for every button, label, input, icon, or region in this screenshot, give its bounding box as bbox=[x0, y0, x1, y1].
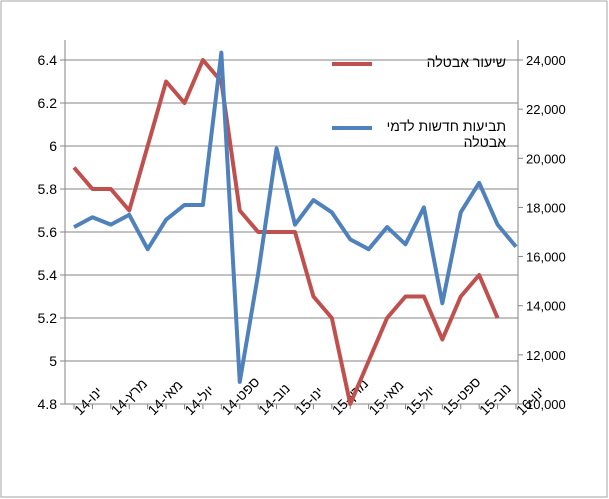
series-line bbox=[72, 58, 500, 406]
y-tick-label: 6.2 bbox=[38, 95, 58, 111]
y-tick-label: 4.8 bbox=[38, 396, 58, 412]
series-line bbox=[73, 50, 518, 384]
y-tick-label: 5 bbox=[49, 353, 57, 369]
y-tick-label: 5.2 bbox=[38, 310, 58, 326]
y2-tick-label: 12,000 bbox=[526, 348, 566, 363]
y2-tick-label: 14,000 bbox=[526, 299, 566, 314]
y2-tick-label: 22,000 bbox=[526, 102, 566, 117]
y2-tick-label: 10,000 bbox=[526, 397, 566, 412]
y-tick-label: 5.8 bbox=[38, 181, 58, 197]
y2-tick-label: 16,000 bbox=[526, 250, 566, 265]
y-tick-label: 6 bbox=[49, 138, 57, 154]
y2-tick-label: 18,000 bbox=[526, 200, 566, 215]
y2-tick-label: 20,000 bbox=[526, 151, 566, 166]
y-tick-label: 5.6 bbox=[38, 224, 58, 240]
y-tick-label: 5.4 bbox=[38, 267, 58, 283]
legend-label: שיעור אבטלה bbox=[426, 54, 506, 70]
y2-tick-label: 24,000 bbox=[526, 53, 566, 68]
legend-label: תביעות חדשות לדמי אבטלה bbox=[386, 118, 506, 150]
y-tick-label: 6.4 bbox=[38, 52, 58, 68]
